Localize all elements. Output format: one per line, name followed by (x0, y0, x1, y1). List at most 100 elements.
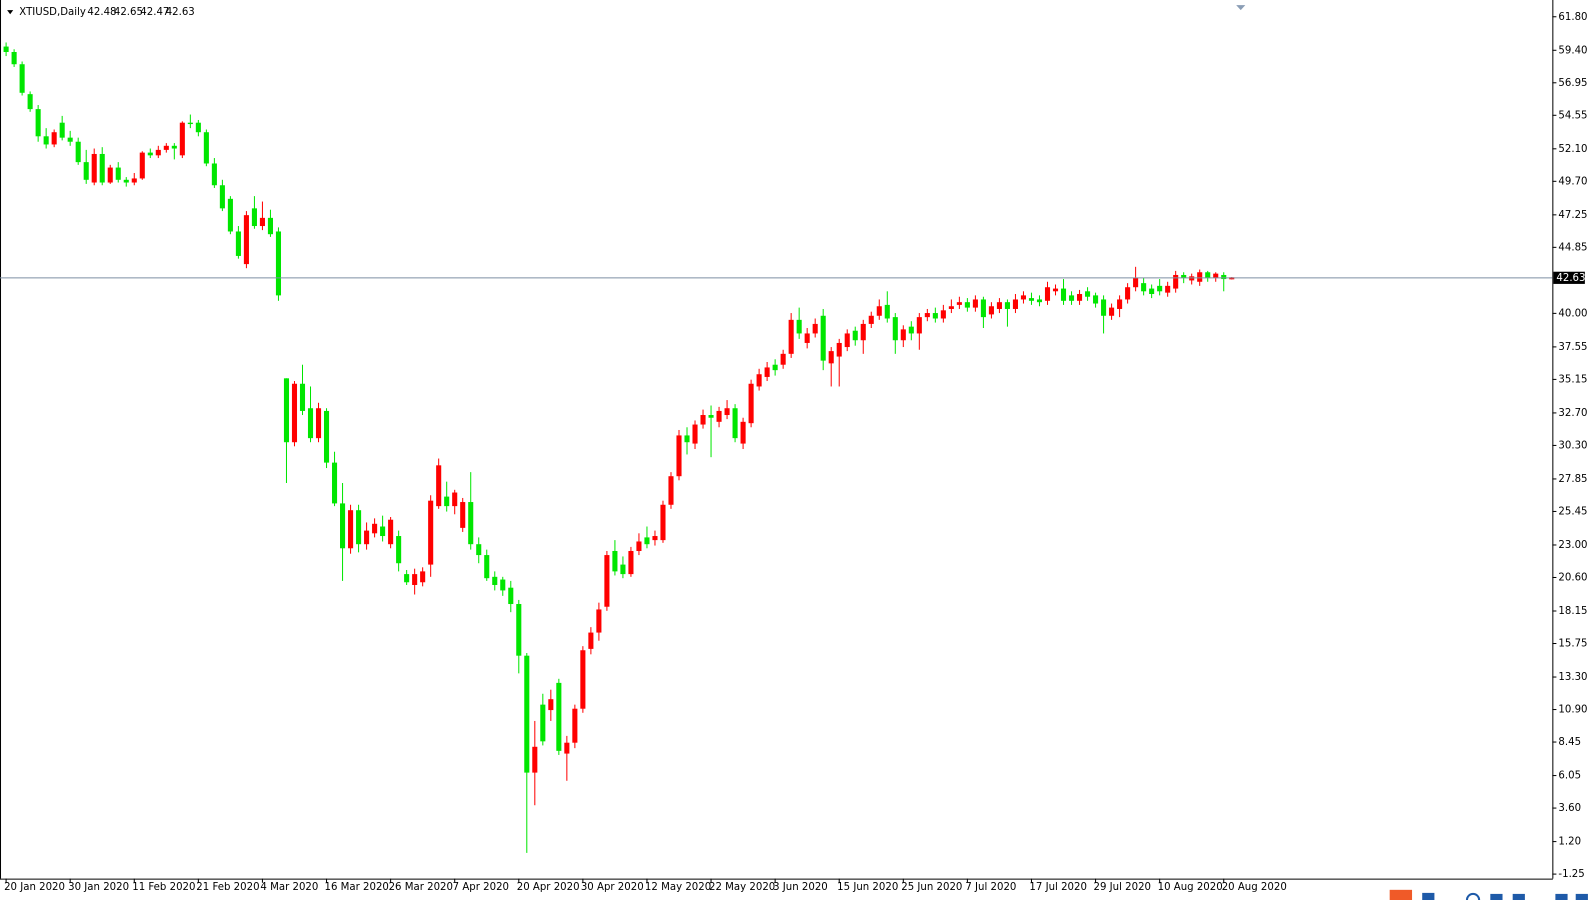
candle-body (1020, 295, 1027, 300)
candle-body (227, 198, 233, 232)
candle-body (852, 330, 858, 341)
tray-icon[interactable] (1422, 892, 1435, 900)
x-tick-label: 15 Jun 2020 (837, 882, 898, 893)
candle-body (291, 383, 298, 443)
y-tick-label: 44.85 (1558, 242, 1587, 253)
candle-body (219, 185, 225, 209)
candle-body (380, 526, 386, 537)
y-tick-label: 47.25 (1558, 210, 1587, 221)
candle-body (267, 217, 273, 235)
x-tick-label: 10 Aug 2020 (1158, 882, 1223, 893)
y-tick-label: 3.60 (1558, 803, 1581, 814)
candle-body (812, 323, 818, 334)
candle-body (388, 519, 394, 545)
y-tick-label: 6.05 (1558, 771, 1581, 782)
x-tick-label: 22 May 2020 (709, 882, 775, 893)
x-tick-label: 4 Mar 2020 (260, 882, 318, 893)
candle-body (356, 510, 362, 545)
candle-body (580, 650, 586, 709)
candle-body (3, 46, 9, 52)
x-tick-label: 30 Apr 2020 (581, 882, 644, 893)
candle-body (1149, 288, 1155, 295)
candle-body (900, 329, 906, 341)
candle-body (259, 217, 265, 227)
candle-body (1004, 302, 1010, 309)
candle-body (972, 299, 978, 308)
price-label-box (1553, 271, 1585, 284)
candle-body (1117, 299, 1123, 309)
candle-body (908, 326, 914, 334)
price-label: 42.63 (1556, 273, 1585, 284)
candle-body (75, 141, 81, 163)
candle-body (83, 162, 89, 180)
tray-icon[interactable] (1512, 893, 1525, 900)
candle-body (484, 555, 490, 579)
candle-body (235, 231, 241, 256)
candle-body (187, 122, 193, 125)
tray-icon[interactable] (1555, 893, 1568, 900)
x-tick-label: 20 Aug 2020 (1222, 882, 1287, 893)
candle-body (436, 465, 442, 507)
candle-body (956, 302, 962, 305)
candle-body (772, 364, 778, 371)
candle-body (1189, 276, 1195, 281)
y-tick-label: 37.55 (1558, 342, 1587, 353)
tray-icon[interactable] (1465, 892, 1481, 900)
close-value: 42.63 (166, 7, 195, 18)
candle-body (564, 742, 570, 754)
candles (3, 42, 1235, 853)
low-value: 42.47 (140, 7, 169, 18)
candle-body (700, 415, 706, 425)
candle-body (67, 137, 73, 142)
candle-body (676, 435, 682, 477)
candle-body (91, 153, 97, 183)
x-tick-label: 21 Feb 2020 (196, 882, 259, 893)
candle-body (323, 410, 330, 463)
candle-body (636, 541, 642, 551)
x-tick-label: 11 Feb 2020 (132, 882, 195, 893)
candle-body (708, 415, 714, 418)
candle-body (924, 313, 930, 318)
candle-body (1028, 298, 1035, 301)
tray-icon[interactable] (1389, 889, 1413, 900)
tray-icon[interactable] (1490, 893, 1503, 900)
candle-body (588, 632, 594, 649)
open-value: 42.48 (87, 7, 116, 18)
candle-body (299, 383, 306, 411)
y-tick-label: 1.20 (1558, 837, 1581, 848)
candle-body (420, 571, 426, 583)
high-value: 42.65 (114, 7, 143, 18)
y-tick-label: 56.95 (1558, 78, 1587, 89)
y-tick-label: -1.25 (1558, 869, 1584, 880)
shift-marker[interactable] (1236, 5, 1246, 11)
candle-body (532, 746, 538, 773)
candle-body (884, 304, 890, 319)
y-tick-label: 40.00 (1558, 308, 1587, 319)
candle-body (139, 152, 145, 179)
candle-body (788, 319, 794, 354)
candle-body (1101, 299, 1107, 316)
x-tick-label: 16 Mar 2020 (324, 882, 388, 893)
y-tick-label: 8.45 (1558, 737, 1581, 748)
candle-body (460, 502, 466, 528)
candle-body (195, 122, 201, 133)
candle-body (724, 408, 730, 416)
menu-arrow[interactable] (7, 10, 14, 15)
candle-body (1197, 272, 1203, 282)
candle-body (163, 145, 169, 150)
candle-body (315, 408, 322, 439)
candle-body (612, 550, 618, 572)
candle-body (1052, 288, 1059, 292)
candle-body (940, 310, 946, 319)
candle-body (364, 530, 370, 545)
candle-body (211, 163, 217, 186)
tray-icon[interactable] (1575, 893, 1588, 900)
candle-body (1093, 295, 1099, 304)
candle-body (996, 302, 1002, 309)
candle-body (19, 64, 25, 93)
candle-body (804, 333, 810, 343)
candle-body (1125, 287, 1131, 300)
candle-body (836, 342, 842, 357)
candle-body (916, 317, 922, 334)
candle-body (1068, 295, 1075, 301)
